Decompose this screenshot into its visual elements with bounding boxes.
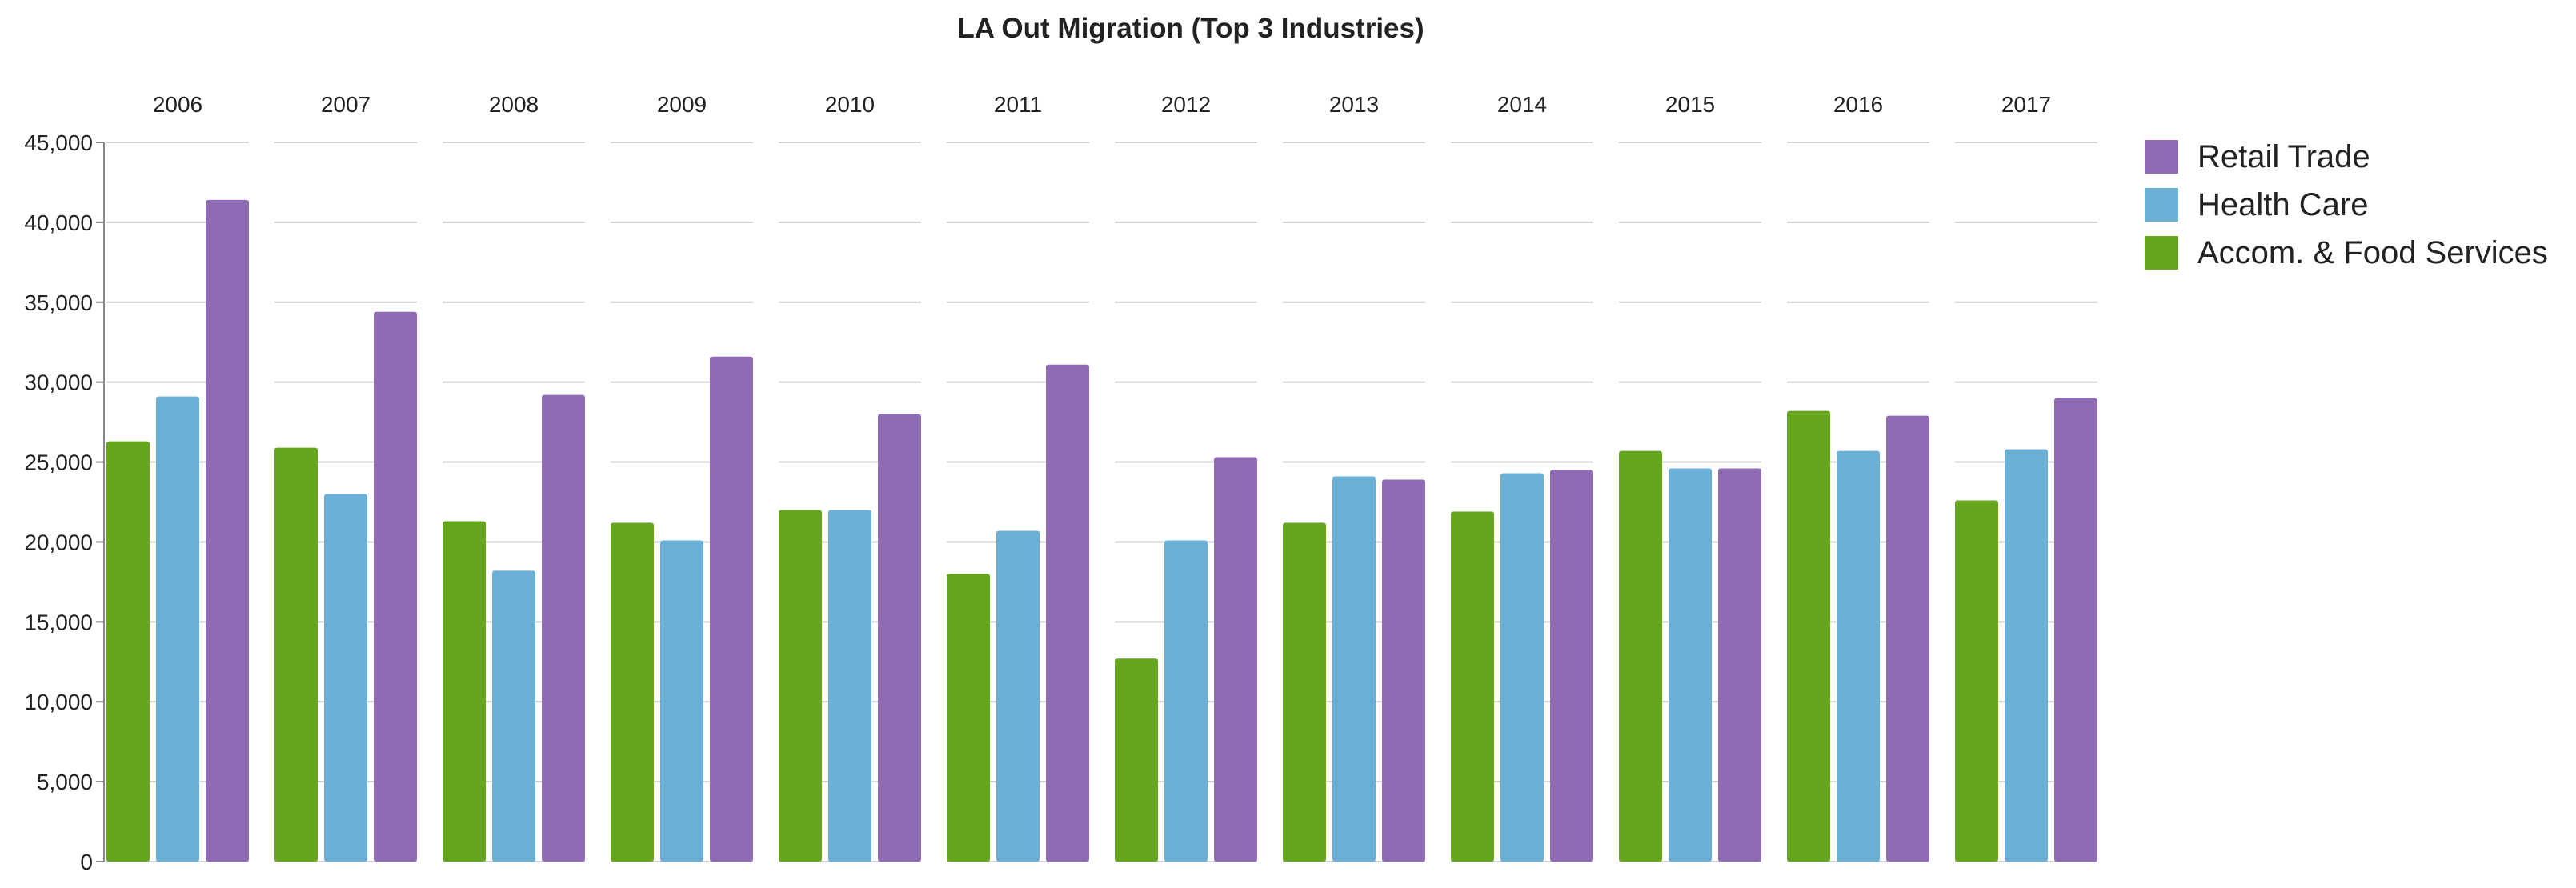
bar-accom-food-services-2012	[1115, 658, 1158, 862]
bar-retail-trade-2016	[1886, 415, 1929, 862]
legend-label: Accom. & Food Services	[2197, 235, 2548, 270]
y-tick-label: 35,000	[24, 290, 93, 315]
bars	[106, 199, 2097, 862]
y-tick-label: 15,000	[24, 610, 93, 634]
category-labels: 2006 2007 2008 2009 2010 2011 2012 2013 2014 2015…	[153, 92, 2051, 117]
bar-health-care-2016	[1837, 450, 1880, 862]
bar-retail-trade-2017	[2054, 398, 2097, 862]
bar-accom-food-services-2011	[947, 574, 990, 862]
chart-title: LA Out Migration (Top 3 Industries)	[957, 13, 1424, 44]
category-label: 2007	[321, 92, 371, 117]
category-label: 2013	[1329, 92, 1379, 117]
y-tick-label: 30,000	[24, 370, 93, 395]
y-tick-label: 25,000	[24, 450, 93, 475]
legend-swatch	[2145, 188, 2178, 222]
bar-retail-trade-2006	[206, 199, 249, 862]
bar-retail-trade-2010	[878, 414, 921, 862]
category-label: 2008	[489, 92, 539, 117]
bar-accom-food-services-2008	[443, 521, 486, 862]
bar-retail-trade-2015	[1718, 468, 1761, 862]
bar-health-care-2011	[996, 530, 1040, 862]
y-tick-label: 20,000	[24, 530, 93, 554]
bar-health-care-2013	[1332, 476, 1376, 862]
category-label: 2014	[1497, 92, 1547, 117]
bar-health-care-2006	[156, 396, 199, 862]
bar-accom-food-services-2014	[1451, 511, 1494, 862]
bar-accom-food-services-2007	[274, 447, 318, 862]
bar-accom-food-services-2006	[106, 441, 150, 862]
category-label: 2016	[1833, 92, 1883, 117]
bar-retail-trade-2008	[542, 394, 585, 862]
bar-retail-trade-2009	[710, 356, 753, 862]
y-tick-label: 10,000	[24, 690, 93, 714]
y-tick-label: 40,000	[24, 210, 93, 235]
y-tick-label: 0	[80, 850, 93, 874]
bar-accom-food-services-2009	[611, 522, 654, 862]
category-label: 2011	[994, 92, 1042, 117]
bar-accom-food-services-2015	[1619, 450, 1662, 862]
bar-accom-food-services-2016	[1787, 410, 1830, 862]
bar-accom-food-services-2013	[1283, 522, 1326, 862]
y-tick-label: 5,000	[37, 770, 93, 794]
bar-health-care-2014	[1500, 473, 1544, 862]
category-label: 2017	[2001, 92, 2051, 117]
legend-label: Health Care	[2197, 187, 2368, 222]
category-label: 2009	[657, 92, 707, 117]
bar-health-care-2017	[2005, 449, 2048, 862]
bar-retail-trade-2013	[1382, 479, 1425, 862]
legend: Retail Trade Health Care Accom. & Food Ser…	[2145, 139, 2548, 270]
y-tick-label: 45,000	[24, 130, 93, 155]
legend-swatch	[2145, 236, 2178, 270]
category-label: 2015	[1665, 92, 1715, 117]
bar-health-care-2007	[324, 494, 367, 862]
bar-accom-food-services-2010	[779, 510, 822, 862]
legend-label: Retail Trade	[2197, 139, 2370, 174]
bar-retail-trade-2011	[1046, 364, 1089, 862]
bar-health-care-2009	[660, 540, 703, 862]
category-label: 2010	[825, 92, 875, 117]
bar-retail-trade-2007	[374, 311, 417, 862]
bar-health-care-2008	[492, 570, 535, 862]
bar-retail-trade-2012	[1214, 457, 1257, 862]
bar-health-care-2012	[1164, 540, 1208, 862]
bar-health-care-2010	[828, 510, 871, 862]
bar-health-care-2015	[1669, 468, 1712, 862]
category-label: 2012	[1161, 92, 1211, 117]
bar-accom-food-services-2017	[1955, 500, 1998, 862]
category-label: 2006	[153, 92, 202, 117]
bar-retail-trade-2014	[1550, 470, 1593, 862]
y-axis: 0 5,000 10,000 15,000 20,000 25,000 30,000 35,0…	[24, 130, 105, 874]
legend-swatch	[2145, 140, 2178, 174]
